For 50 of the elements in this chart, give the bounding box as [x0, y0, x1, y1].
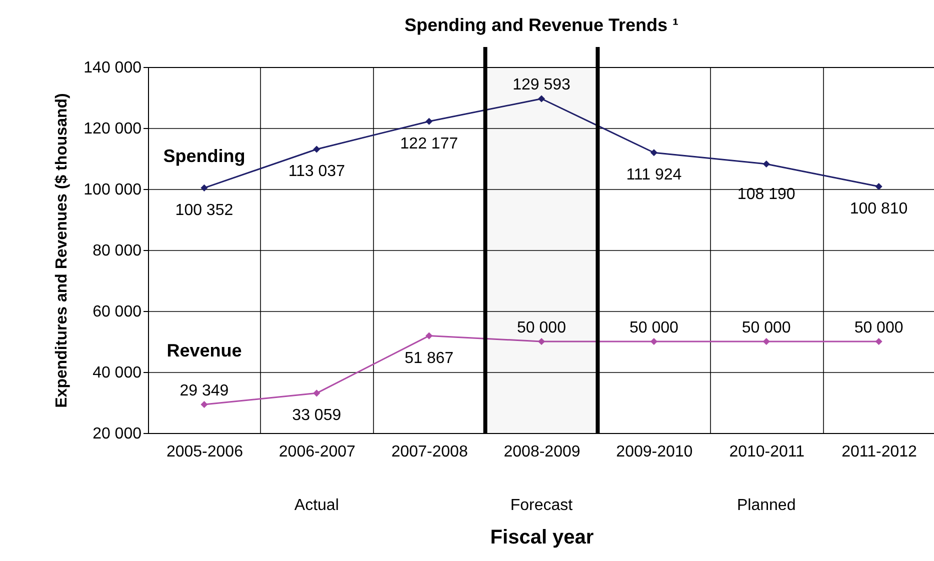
y-tick-label: 40 000 — [92, 364, 142, 382]
y-tick-label: 20 000 — [92, 426, 142, 442]
y-tick-label: 140 000 — [84, 60, 142, 76]
data-label: 29 349 — [180, 382, 229, 400]
y-tick-label: 60 000 — [92, 304, 142, 320]
point — [200, 400, 208, 408]
x-axis-title: Fiscal year — [490, 526, 594, 548]
x-tick-label: 2010-2011 — [729, 444, 805, 460]
point — [426, 118, 433, 125]
data-label: 50 000 — [517, 320, 566, 336]
point — [650, 338, 658, 346]
x-tick-label: 2005-2006 — [166, 444, 244, 460]
point — [650, 149, 658, 156]
point — [200, 184, 208, 192]
point — [762, 160, 770, 168]
x-tick-label: 2007-2008 — [391, 444, 468, 460]
data-label: 100 352 — [175, 202, 234, 219]
point — [762, 338, 770, 346]
series-label: Spending — [163, 146, 246, 166]
point — [875, 338, 882, 346]
y-tick-label: 80 000 — [92, 242, 142, 260]
y-axis-title: Expenditures and Revenues ($ thousand) — [54, 93, 71, 408]
text: Planned — [737, 497, 796, 514]
data-label: 33 059 — [292, 407, 342, 424]
x-tick-label: 2008-2009 — [504, 444, 580, 460]
data-label: 100 810 — [850, 200, 908, 218]
data-label: 50 000 — [742, 320, 791, 336]
data-label: 111 924 — [626, 166, 682, 184]
data-label: 51 867 — [404, 350, 454, 367]
data-label: 113 037 — [288, 163, 346, 180]
x-tick-label: 2011-2012 — [842, 444, 918, 460]
x-tick-label: 2009-2010 — [616, 444, 693, 460]
data-label: 50 000 — [629, 320, 678, 336]
point — [426, 332, 433, 340]
chart-title: Spending and Revenue Trends ¹ — [404, 15, 679, 35]
data-label: 129 593 — [512, 76, 571, 94]
data-label: 108 190 — [737, 186, 796, 204]
point — [538, 95, 546, 102]
text: Revenue — [166, 340, 242, 360]
point — [875, 182, 882, 190]
point — [313, 146, 320, 153]
text: Forecast — [510, 497, 574, 514]
point — [313, 390, 320, 397]
point — [538, 338, 546, 346]
y-tick-label: 120 000 — [84, 120, 142, 138]
data-label: 50 000 — [854, 320, 904, 336]
data-label: 122 177 — [400, 135, 458, 152]
text: Actual — [294, 497, 339, 514]
y-tick-label: 100 000 — [84, 182, 142, 198]
x-tick-label: 2006-2007 — [278, 444, 356, 460]
